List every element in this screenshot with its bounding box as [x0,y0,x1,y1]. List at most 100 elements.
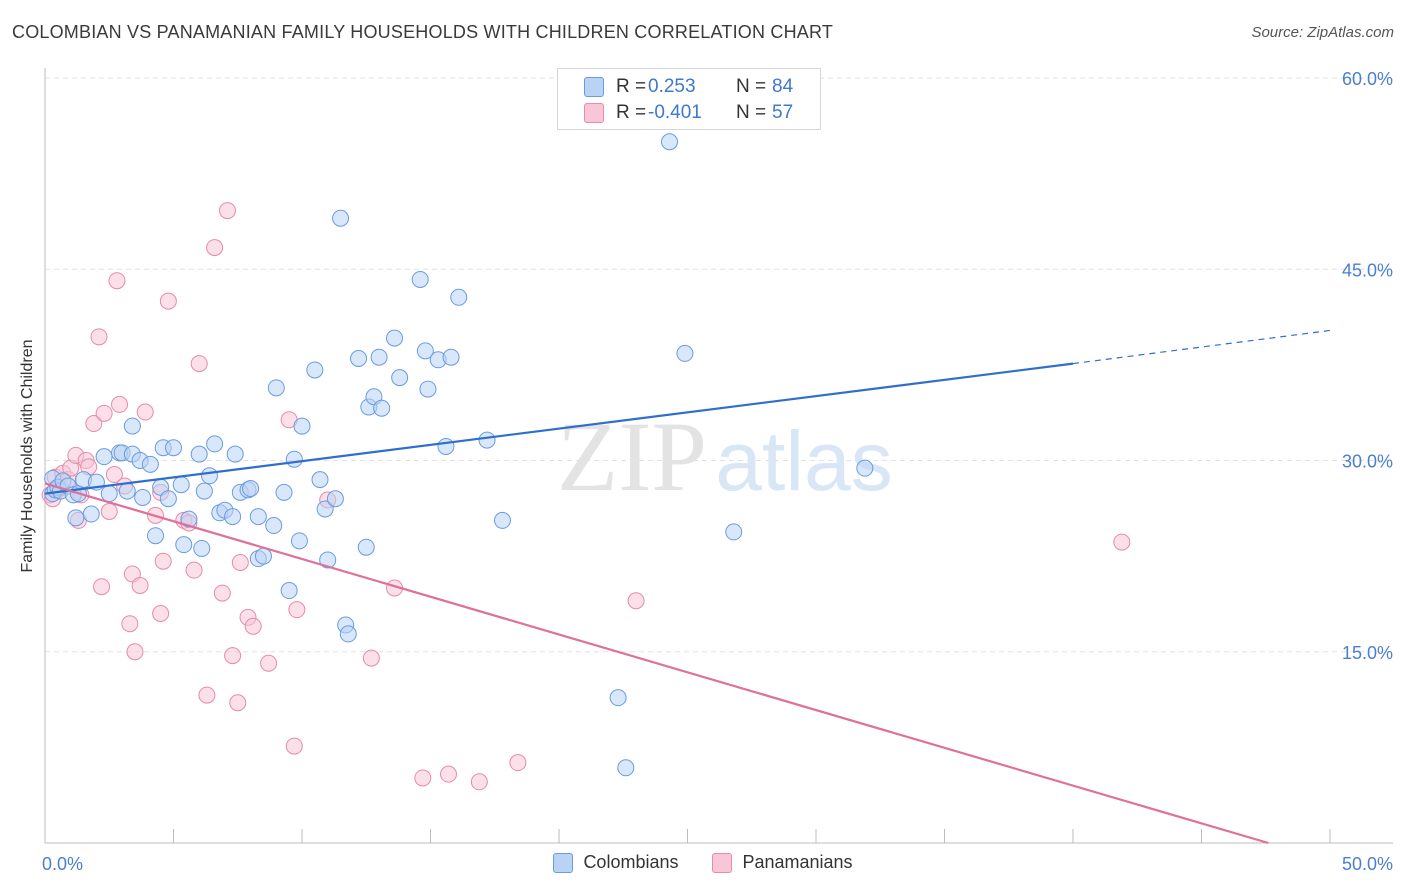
data-point [661,133,679,151]
data-point [95,404,113,422]
y-axis-title: Family Households with Children [19,339,36,573]
legend-item-panamanians: Panamanians [712,852,853,873]
data-point [172,476,190,494]
trend-line-panamanians [44,482,1269,845]
data-point [126,643,144,661]
data-point [290,532,308,550]
trend-line-colombians-extension [1072,329,1331,365]
legend-n-label: N = [736,102,767,123]
data-point [437,437,455,455]
data-point [267,379,285,397]
legend-r-value: -0.401 [648,102,702,123]
data-point [190,445,208,463]
data-point [509,754,527,772]
data-point [311,471,329,489]
data-point [121,615,139,633]
data-point [260,654,278,672]
data-point [136,403,154,421]
data-point [100,503,118,520]
series-legend: Colombians Panamanians [0,852,1406,873]
data-point [627,592,645,610]
data-point [229,694,247,712]
data-point [439,765,457,783]
data-point [362,649,380,667]
data-point [206,435,224,453]
data-point [609,689,627,707]
data-point [147,527,165,545]
data-point [373,399,391,417]
data-point [134,488,152,506]
legend-swatch-colombians [553,852,574,873]
data-point [152,605,170,622]
data-point [82,505,100,523]
data-point [411,270,429,288]
data-point [265,517,283,535]
data-point [391,369,409,387]
trend-lines [44,329,1331,845]
data-point [67,509,85,527]
legend-n-value: 57 [772,102,794,123]
colombians-points [44,133,874,777]
data-point [244,617,262,635]
data-point [306,361,324,379]
data-point [154,552,172,570]
data-point [254,547,272,565]
data-point [95,448,113,466]
legend-label-panamanians: Panamanians [742,852,853,872]
data-point [185,561,203,579]
data-point [285,737,303,755]
data-point [470,773,488,791]
data-point [159,292,177,310]
correlation-legend: R = 0.253 N = 84 R = -0.401 N = 57 [557,68,821,130]
legend-label-colombians: Colombians [583,852,679,872]
data-point [478,431,496,449]
data-point [85,415,103,433]
data-point [275,483,293,501]
data-point [339,625,357,643]
chart-title: COLOMBIAN VS PANAMANIAN FAMILY HOUSEHOLD… [12,22,834,42]
data-point [100,485,118,503]
data-point [224,508,242,526]
data-point [175,536,193,554]
data-point [123,417,141,435]
legend-item-colombians: Colombians [553,852,678,873]
data-point [293,417,311,435]
data-point [118,482,136,500]
data-point [242,480,260,498]
data-point [450,288,468,306]
data-point [326,490,344,508]
data-point [350,350,368,367]
data-point [249,508,267,526]
data-point [93,578,111,596]
tick-labels: 15.0% 30.0% 45.0% 60.0% 0.0% 50.0% [42,69,1393,874]
data-point [442,348,460,366]
data-point [357,538,375,556]
data-point [319,551,337,569]
source-label: Source: ZipAtlas.com [1251,24,1394,41]
data-point [316,500,334,518]
data-point [111,395,129,413]
axes [44,68,1393,844]
data-point [386,329,404,347]
data-point [90,328,108,346]
data-point [224,647,242,665]
data-point [108,272,126,290]
data-point [416,342,434,360]
watermark: ZIP atlas [557,401,893,512]
x-tick-label: 0.0% [42,854,83,874]
y-tick-label: 60.0% [1342,69,1393,89]
data-point [1113,533,1131,551]
data-point [288,601,306,619]
data-point [180,510,198,528]
legend-n-label: N = [736,76,767,97]
data-point [198,686,216,704]
legend-r-label: R = [616,102,647,123]
x-tick-label: 50.0% [1342,854,1393,874]
data-point [676,344,694,362]
data-point [213,584,231,602]
data-point [370,348,388,366]
legend-swatch-blue [584,77,604,97]
data-point [200,467,218,485]
legend-swatch-pink [584,103,604,123]
